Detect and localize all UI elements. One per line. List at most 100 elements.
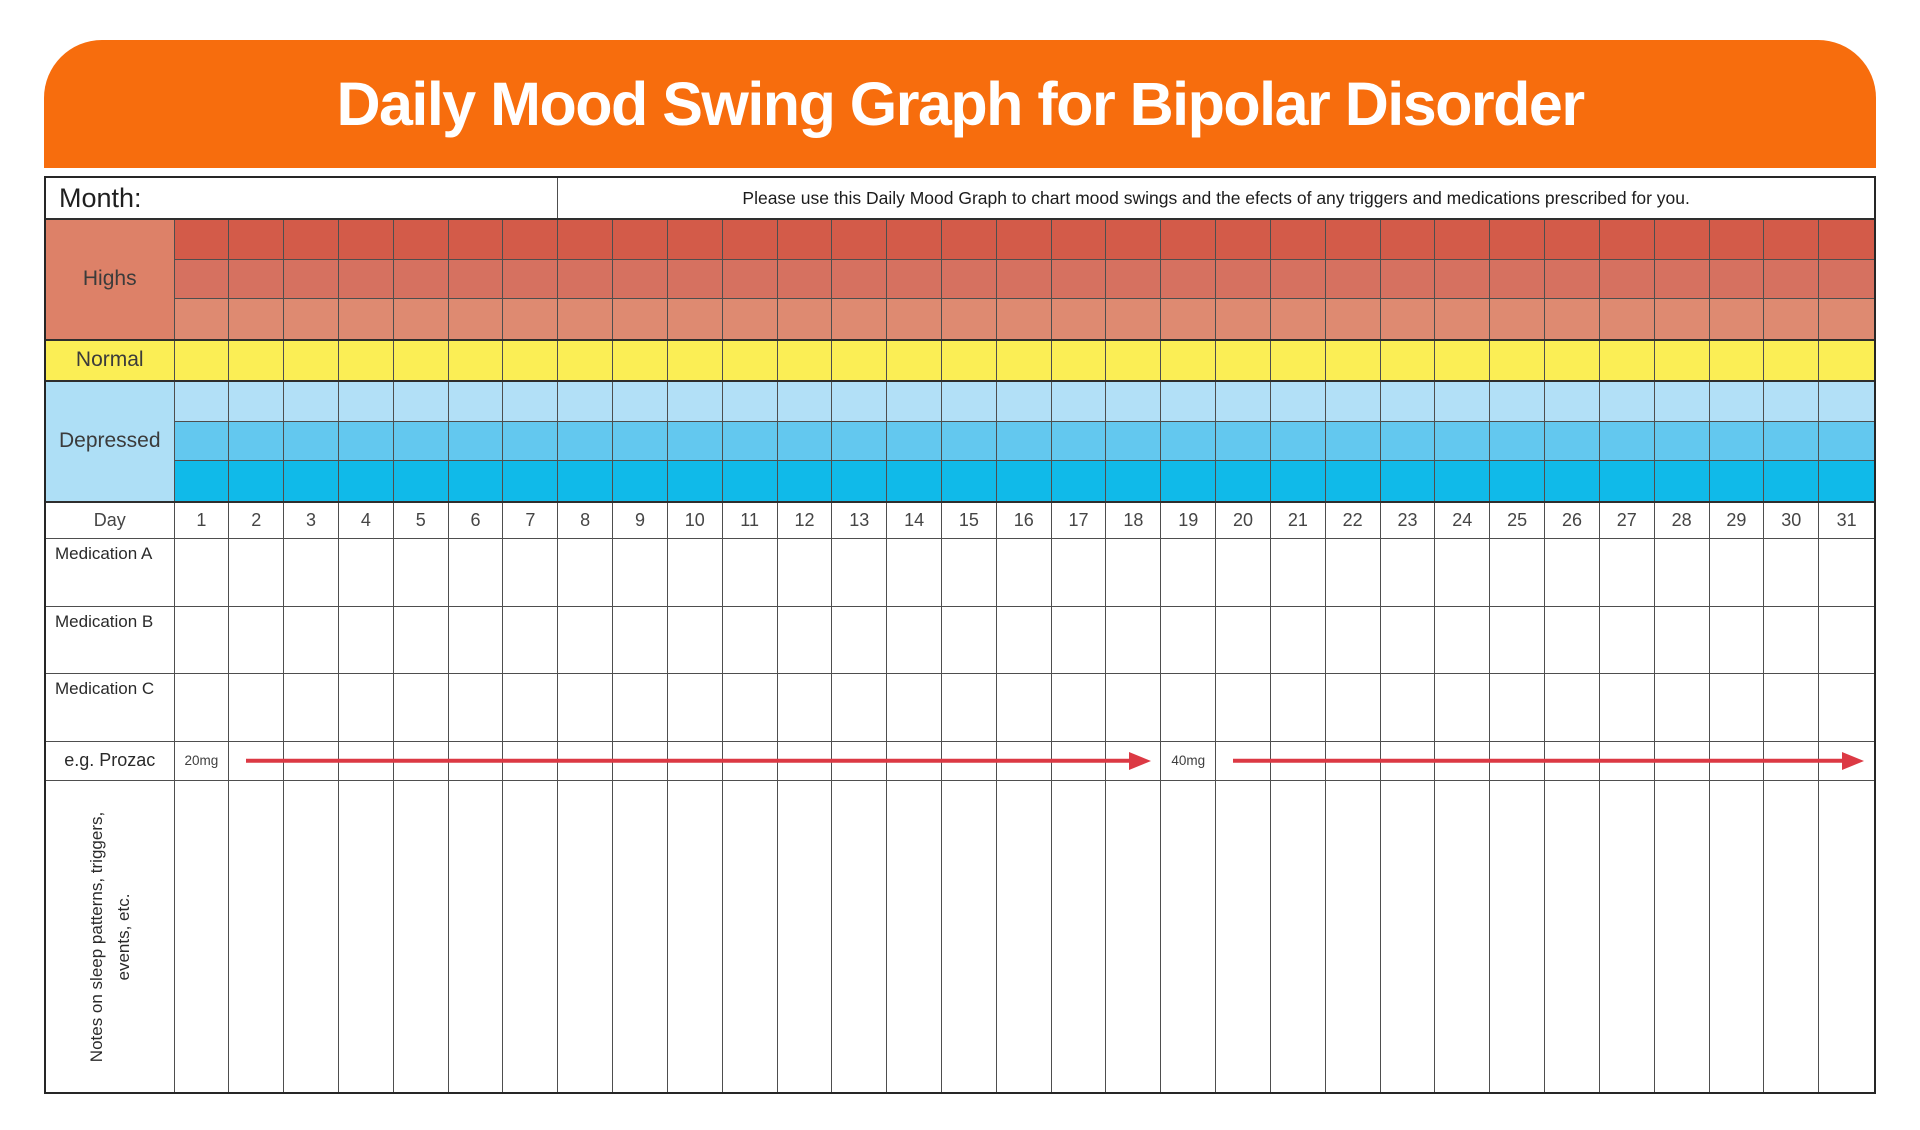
medication-day-cell[interactable] — [1435, 606, 1491, 673]
mood-cell[interactable] — [1709, 461, 1765, 501]
mood-cell[interactable] — [1490, 421, 1546, 461]
mood-cell[interactable] — [1380, 299, 1436, 339]
mood-cell[interactable] — [1435, 299, 1491, 339]
mood-cell[interactable] — [722, 259, 778, 299]
medication-day-cell[interactable] — [1435, 674, 1491, 741]
mood-cell[interactable] — [1380, 220, 1436, 260]
mood-cell[interactable] — [1764, 421, 1820, 461]
notes-day-cell[interactable] — [1106, 781, 1162, 1092]
notes-day-cell[interactable] — [339, 781, 394, 1092]
mood-cell[interactable] — [1709, 220, 1765, 260]
medication-day-cell[interactable] — [394, 539, 449, 606]
mood-cell[interactable] — [174, 299, 230, 339]
mood-cell[interactable] — [777, 220, 833, 260]
medication-day-cell[interactable] — [339, 539, 394, 606]
medication-day-cell[interactable] — [887, 606, 943, 673]
mood-cell[interactable] — [284, 421, 339, 461]
mood-cell[interactable] — [942, 299, 997, 339]
mood-cell[interactable] — [722, 220, 778, 260]
mood-cell[interactable] — [722, 421, 778, 461]
notes-day-cell[interactable] — [1216, 781, 1271, 1092]
mood-cell[interactable] — [887, 220, 943, 260]
mood-cell[interactable] — [338, 461, 394, 501]
medication-day-cell[interactable] — [1326, 674, 1381, 741]
mood-cell[interactable] — [1709, 382, 1765, 422]
mood-cell[interactable] — [832, 461, 888, 501]
mood-cell[interactable] — [284, 382, 339, 422]
mood-cell[interactable] — [1380, 421, 1436, 461]
medication-day-cell[interactable] — [778, 539, 833, 606]
mood-cell[interactable] — [229, 299, 285, 339]
mood-cell[interactable] — [393, 259, 449, 299]
medication-day-cell[interactable] — [1490, 539, 1546, 606]
dose-day-cell[interactable]: 40mg — [1161, 741, 1217, 780]
notes-day-cell[interactable] — [997, 781, 1052, 1092]
mood-cell[interactable] — [1161, 421, 1217, 461]
mood-cell[interactable] — [1435, 340, 1491, 380]
mood-cell[interactable] — [613, 461, 668, 501]
mood-cell[interactable] — [942, 461, 997, 501]
medication-day-cell[interactable] — [1216, 606, 1271, 673]
mood-cell[interactable] — [338, 340, 394, 380]
medication-day-cell[interactable] — [1052, 674, 1107, 741]
notes-day-cell[interactable] — [1490, 781, 1546, 1092]
medication-day-cell[interactable] — [394, 606, 449, 673]
mood-cell[interactable] — [1545, 382, 1600, 422]
mood-cell[interactable] — [1216, 340, 1271, 380]
mood-cell[interactable] — [558, 299, 614, 339]
mood-cell[interactable] — [1819, 220, 1874, 260]
mood-cell[interactable] — [284, 340, 339, 380]
mood-cell[interactable] — [1270, 259, 1326, 299]
medication-day-cell[interactable] — [1435, 539, 1491, 606]
notes-day-cell[interactable] — [1710, 781, 1765, 1092]
mood-cell[interactable] — [1325, 299, 1381, 339]
medication-day-cell[interactable] — [1216, 539, 1271, 606]
mood-cell[interactable] — [229, 220, 285, 260]
mood-cell[interactable] — [1161, 340, 1217, 380]
mood-cell[interactable] — [1490, 382, 1546, 422]
medication-day-cell[interactable] — [284, 539, 339, 606]
mood-cell[interactable] — [777, 340, 833, 380]
mood-cell[interactable] — [1819, 299, 1874, 339]
mood-cell[interactable] — [613, 382, 668, 422]
mood-cell[interactable] — [1545, 340, 1600, 380]
mood-cell[interactable] — [558, 382, 614, 422]
mood-cell[interactable] — [1161, 382, 1217, 422]
mood-cell[interactable] — [613, 421, 668, 461]
mood-cell[interactable] — [1435, 421, 1491, 461]
mood-cell[interactable] — [942, 259, 997, 299]
medication-day-cell[interactable] — [1819, 607, 1874, 674]
medication-day-cell[interactable] — [1819, 674, 1874, 741]
mood-cell[interactable] — [1380, 382, 1436, 422]
mood-cell[interactable] — [667, 421, 723, 461]
mood-cell[interactable] — [558, 220, 614, 260]
mood-cell[interactable] — [503, 220, 559, 260]
mood-cell[interactable] — [1490, 340, 1546, 380]
mood-cell[interactable] — [832, 259, 888, 299]
mood-cell[interactable] — [777, 421, 833, 461]
mood-cell[interactable] — [338, 299, 394, 339]
medication-day-cell[interactable] — [1161, 539, 1217, 606]
notes-day-cell[interactable] — [1545, 781, 1600, 1092]
mood-cell[interactable] — [393, 299, 449, 339]
mood-cell[interactable] — [393, 461, 449, 501]
medication-day-cell[interactable] — [503, 674, 559, 741]
medication-day-cell[interactable] — [1764, 674, 1820, 741]
mood-cell[interactable] — [448, 259, 504, 299]
mood-cell[interactable] — [1764, 382, 1820, 422]
mood-cell[interactable] — [832, 421, 888, 461]
mood-cell[interactable] — [1709, 421, 1765, 461]
mood-cell[interactable] — [1599, 461, 1655, 501]
mood-cell[interactable] — [448, 220, 504, 260]
mood-cell[interactable] — [1654, 461, 1710, 501]
mood-cell[interactable] — [1051, 421, 1107, 461]
medication-day-cell[interactable] — [778, 606, 833, 673]
medication-day-cell[interactable] — [1545, 606, 1600, 673]
mood-cell[interactable] — [503, 259, 559, 299]
mood-cell[interactable] — [1435, 461, 1491, 501]
medication-day-cell[interactable] — [558, 606, 614, 673]
mood-cell[interactable] — [667, 382, 723, 422]
mood-cell[interactable] — [777, 382, 833, 422]
mood-cell[interactable] — [1764, 259, 1820, 299]
medication-day-cell[interactable] — [1764, 606, 1820, 673]
